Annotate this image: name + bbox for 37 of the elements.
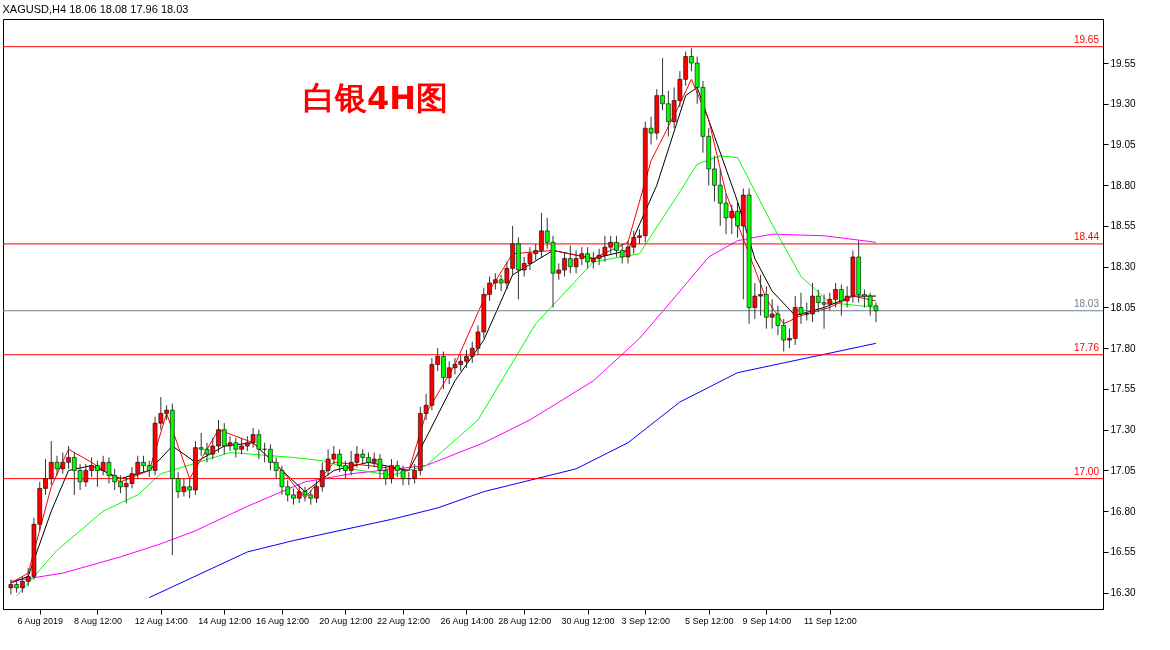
y-tick-label: 19.30 [1110, 98, 1136, 110]
x-tick-label: 5 Sep 12:00 [684, 615, 734, 626]
x-tick-label: 20 Aug 12:00 [319, 615, 373, 626]
chart-title: XAGUSD,H4 18.06 18.08 17.96 18.03 [2, 3, 189, 15]
ref-line-label: 17.76 [1073, 341, 1100, 353]
line-series [10, 233, 877, 582]
x-tick-label: 22 Aug 12:00 [377, 615, 431, 626]
x-tick-label: 11 Sep 12:00 [803, 615, 857, 626]
x-tick-label: 14 Aug 12:00 [198, 615, 252, 626]
ref-line-label: 19.65 [1073, 33, 1100, 45]
x-tick-label: 3 Sep 12:00 [621, 615, 671, 626]
y-tick-label: 18.80 [1110, 179, 1136, 191]
y-tick-label: 19.55 [1110, 57, 1136, 69]
x-tick-label: 12 Aug 14:00 [134, 615, 188, 626]
x-tick-label: 30 Aug 12:00 [561, 615, 615, 626]
y-tick-label: 17.80 [1110, 342, 1136, 354]
ref-line-label: 17.00 [1073, 465, 1100, 477]
x-tick-label: 28 Aug 12:00 [498, 615, 552, 626]
x-tick-label: 16 Aug 12:00 [255, 615, 309, 626]
ref-line-label: 18.44 [1073, 230, 1100, 242]
y-tick-label: 16.30 [1110, 587, 1136, 599]
y-tick-label: 17.30 [1110, 424, 1136, 436]
y-tick-label: 18.55 [1110, 220, 1136, 232]
x-tick-label: 8 Aug 12:00 [73, 615, 122, 626]
x-tick-label: 6 Aug 2019 [17, 615, 63, 626]
y-tick-label: 17.05 [1110, 464, 1136, 476]
y-tick-label: 18.05 [1110, 301, 1136, 313]
y-tick-label: 16.55 [1110, 546, 1136, 558]
ref-line-label: 18.03 [1073, 297, 1100, 309]
x-tick-label: 26 Aug 14:00 [440, 615, 494, 626]
y-tick-label: 17.55 [1110, 383, 1136, 395]
x-tick-label: 9 Sep 14:00 [742, 615, 792, 626]
annotation: 白银4H图 [303, 79, 449, 117]
y-tick-label: 18.30 [1110, 261, 1136, 273]
line-series [148, 342, 877, 599]
y-tick-label: 19.05 [1110, 139, 1136, 150]
y-tick-label: 16.80 [1110, 505, 1136, 517]
